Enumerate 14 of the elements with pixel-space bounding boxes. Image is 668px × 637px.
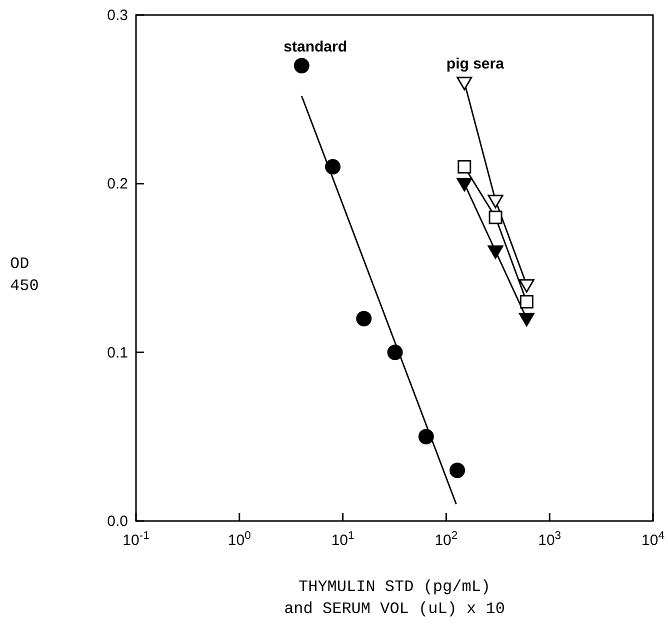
x-tick-label: 10$^{-1}$ xyxy=(122,530,150,549)
y-tick-label: 0.2 xyxy=(107,176,128,193)
x-tick-label: 10$^{0}$ xyxy=(228,530,251,549)
y-tick-label: 0.3 xyxy=(107,7,128,24)
x-tick-label: 10$^{1}$ xyxy=(331,530,354,549)
y-tick-label: 0.1 xyxy=(107,344,128,362)
x-tick-label: 10$^{3}$ xyxy=(538,530,562,549)
y-axis-title: OD 450 xyxy=(10,255,39,295)
y-tick-label: 0.0 xyxy=(107,513,128,530)
x-tick-label: 10$^{4}$ xyxy=(642,530,664,549)
annotation: standard xyxy=(284,38,348,56)
annotation: pig sera xyxy=(446,55,505,72)
x-tick-label: 10$^{2}$ xyxy=(434,530,458,549)
x-axis-title: THYMULIN STD (pg/mL) and SERUM VOL (uL) x 10 xyxy=(284,578,505,618)
